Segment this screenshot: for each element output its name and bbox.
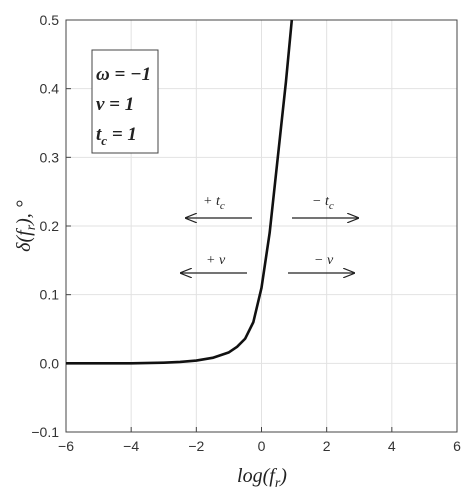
y-tick-label: 0.5 (40, 12, 60, 28)
y-axis-label: δ(fr), ° (13, 200, 39, 252)
legend-text: tc = 1 (96, 124, 137, 148)
legend-text: ω = −1 (96, 64, 151, 85)
x-tick-label: 6 (453, 438, 461, 454)
x-tick-label: 0 (258, 438, 266, 454)
annotation: + t (203, 194, 221, 209)
x-tick-label: −6 (58, 438, 74, 454)
y-tick-label: 0.3 (40, 149, 60, 165)
legend-text: ν = 1 (96, 94, 134, 115)
y-axis-label: r (24, 224, 39, 230)
y-tick-label: −0.1 (31, 424, 59, 440)
annotation: − t (312, 194, 330, 209)
plot-frame (65, 19, 458, 433)
annotation: + ν (206, 253, 226, 268)
y-tick-label: 0.2 (40, 218, 60, 234)
annotation: c (329, 200, 334, 212)
x-tick-label: 2 (323, 438, 331, 454)
x-axis-label: log(f (237, 465, 277, 487)
y-tick-label: 0.4 (40, 81, 60, 97)
data-line (66, 19, 294, 365)
y-tick-label: 0.0 (40, 355, 60, 371)
x-tick-label: −4 (123, 438, 139, 454)
legend-text: c (101, 133, 107, 148)
y-axis-label: ), ° (13, 200, 35, 226)
annotation: − ν (314, 253, 334, 268)
x-axis-label: ) (279, 465, 287, 487)
legend-text: = 1 (107, 124, 137, 145)
legend-text: ω = −1 (96, 64, 151, 85)
x-axis-label: log(fr) (237, 465, 287, 491)
annotation: − ν (314, 253, 334, 268)
y-axis-label: δ(f (13, 228, 35, 252)
y-tick-label: 0.1 (40, 287, 60, 303)
legend-text: ν = 1 (96, 94, 134, 115)
x-axis-label: r (275, 476, 281, 491)
legend-text: t (96, 124, 102, 145)
x-tick-label: −2 (188, 438, 204, 454)
annotation: + ν (206, 253, 226, 268)
annotation: − tc (312, 194, 334, 212)
annotation: c (220, 200, 225, 212)
annotation: + tc (203, 194, 225, 212)
x-tick-label: 4 (388, 438, 396, 454)
legend-box (91, 49, 159, 154)
